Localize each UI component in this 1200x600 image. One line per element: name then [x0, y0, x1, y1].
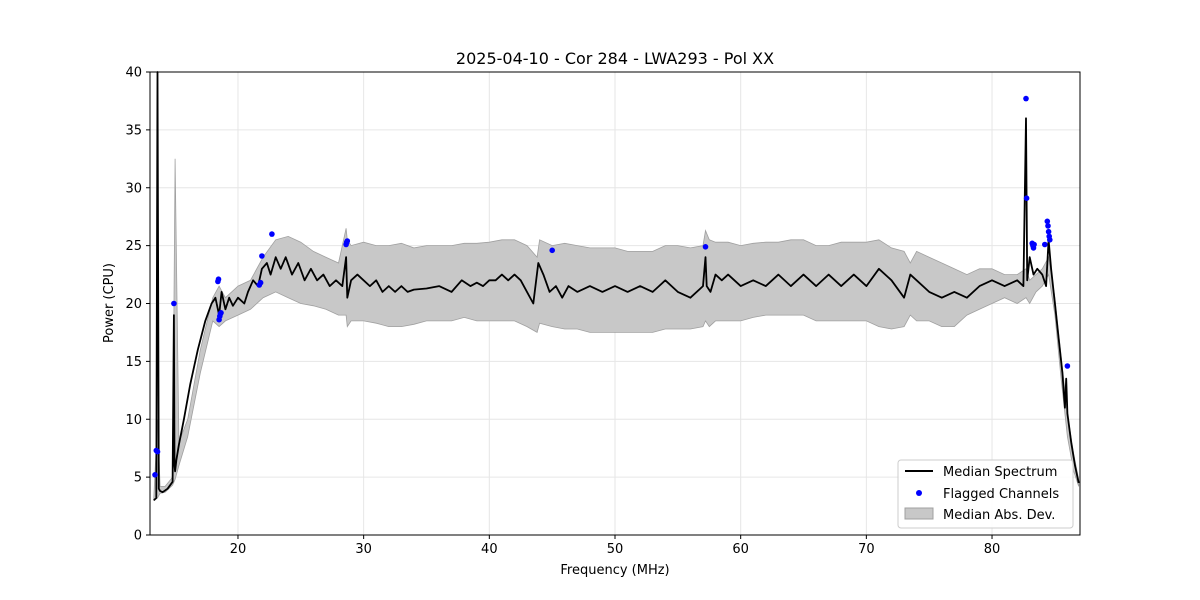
flagged-channel-point — [257, 279, 264, 286]
y-axis-ticks: 0 5 10 15 20 25 30 35 40 — [125, 66, 150, 544]
y-tick-label: 10 — [125, 413, 142, 428]
mad-fill-layer — [153, 158, 1080, 502]
flagged-channel-point — [259, 253, 265, 259]
flagged-points-layer — [152, 95, 1071, 478]
flagged-channel-point — [1045, 223, 1051, 229]
flagged-channel-point — [1064, 363, 1071, 369]
median-spectrum-line — [153, 71, 1080, 501]
y-tick-label: 0 — [134, 529, 142, 544]
mad-band — [153, 158, 1080, 502]
flagged-channel-point — [1045, 228, 1052, 235]
y-tick-label: 30 — [125, 181, 142, 196]
x-tick-label: 50 — [607, 542, 624, 557]
flagged-channel-point — [269, 231, 275, 237]
x-tick-label: 30 — [355, 542, 372, 557]
legend: Median Spectrum Flagged Channels Median … — [897, 459, 1074, 529]
chart-title: 2025-04-10 - Cor 284 - LWA293 - Pol XX — [456, 49, 774, 68]
y-tick-label: 25 — [125, 239, 142, 254]
y-tick-label: 35 — [125, 123, 142, 138]
flagged-channel-point — [218, 310, 224, 316]
y-tick-label: 40 — [125, 66, 142, 81]
x-tick-label: 60 — [732, 542, 749, 557]
legend-box — [897, 459, 1074, 529]
flagged-channel-point — [171, 300, 177, 307]
flagged-channel-point — [549, 247, 555, 254]
flagged-channel-point — [344, 238, 351, 244]
flagged-channel-point — [1031, 241, 1037, 248]
flagged-channel-point — [152, 472, 158, 478]
flagged-channel-point — [154, 448, 161, 455]
flagged-channel-point — [1023, 195, 1030, 201]
flagged-channel-point — [1044, 218, 1051, 225]
flagged-channel-point — [702, 244, 709, 250]
y-tick-label: 20 — [125, 297, 142, 312]
x-tick-label: 40 — [481, 542, 498, 557]
legend-median-label: Median Spectrum — [943, 465, 1057, 480]
flagged-channel-point — [1047, 237, 1053, 243]
legend-mad-fill-swatch — [904, 507, 934, 520]
flagged-channel-point — [215, 276, 222, 283]
y-tick-label: 15 — [125, 355, 142, 370]
median-line-layer — [153, 71, 1080, 501]
flagged-channel-point — [1042, 241, 1048, 248]
legend-flagged-label: Flagged Channels — [943, 487, 1059, 502]
x-axis-title: Frequency (MHz) — [560, 563, 669, 578]
y-tick-label: 5 — [134, 471, 142, 486]
y-axis-title: Power (CPU) — [102, 263, 117, 343]
legend-mad-label: Median Abs. Dev. — [943, 508, 1055, 523]
flagged-channel-point — [1023, 95, 1029, 102]
x-tick-label: 80 — [984, 542, 1001, 557]
legend-flagged-marker-swatch — [916, 490, 922, 496]
x-axis-ticks: 20 30 40 50 60 70 80 — [230, 535, 1001, 557]
x-tick-label: 70 — [858, 542, 875, 557]
x-tick-label: 20 — [230, 542, 247, 557]
